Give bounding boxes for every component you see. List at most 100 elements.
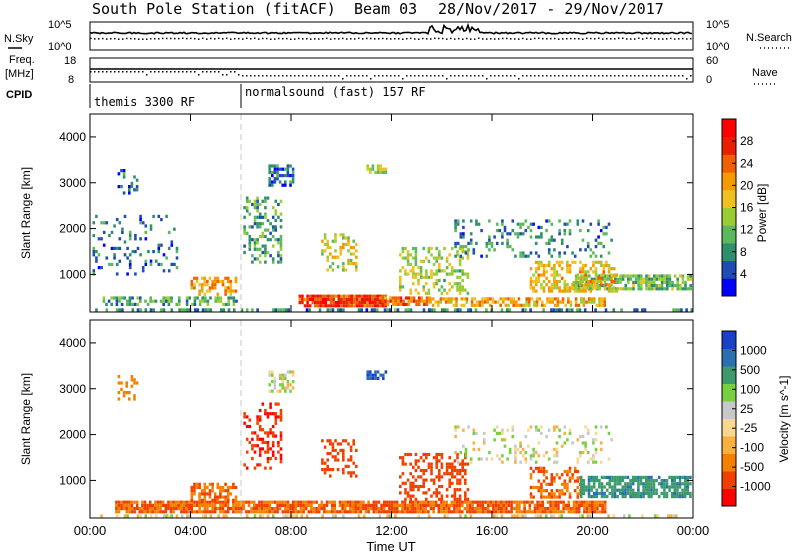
vel-cells-cell xyxy=(279,456,283,461)
vel-cells-cell xyxy=(533,507,537,511)
power-cells-cell xyxy=(529,267,533,271)
power-cells-cell xyxy=(258,254,262,258)
power-cells-cell xyxy=(563,279,567,284)
vel-cells-cell xyxy=(527,444,530,448)
vel-cells-cell xyxy=(291,503,295,507)
nave-dot xyxy=(622,75,624,77)
vel-cells-cell xyxy=(579,495,583,499)
vel-cells-cell xyxy=(274,412,278,416)
power-cells-cell xyxy=(308,304,312,308)
power-cells-cell xyxy=(514,254,517,258)
power-cells-cell xyxy=(128,191,131,195)
power-cells-cell xyxy=(217,296,220,300)
vel-cells-cell xyxy=(621,485,625,489)
nsearch-dot xyxy=(446,38,448,40)
power-cells-cell xyxy=(200,283,204,287)
vel-cells-cell xyxy=(323,471,327,475)
power-cells-cell xyxy=(402,299,405,303)
vel-cells-cell xyxy=(125,384,128,388)
vel-cells-cell xyxy=(226,500,230,504)
power-cells-cell xyxy=(606,277,609,281)
vel-cells-cell xyxy=(596,503,599,507)
power-cells-cell xyxy=(399,269,402,273)
vel-cells-cell xyxy=(466,462,470,466)
vel-cells-cell xyxy=(347,471,350,475)
power-cells-cell xyxy=(521,251,525,255)
vel-cells-cell xyxy=(440,503,443,507)
power-cells-cell xyxy=(594,245,598,249)
power-cells-cell xyxy=(108,262,111,266)
beam-title: Beam 03 xyxy=(354,0,417,18)
vel-cells-cell xyxy=(553,495,556,499)
power-cells-cell xyxy=(534,276,538,280)
vel-cells-cell xyxy=(521,447,525,451)
power-cells-cell xyxy=(676,280,679,284)
power-cells-cell xyxy=(123,240,127,244)
power-cells-cell xyxy=(264,260,267,264)
vel-cells-cell xyxy=(588,507,591,511)
velocity-scatter-cells xyxy=(100,370,692,518)
vel-cells-cell xyxy=(248,424,252,429)
power-cells-cell xyxy=(597,279,600,284)
power-cells-cell xyxy=(291,177,295,181)
vel-cells-cell xyxy=(385,503,389,507)
nsearch-dot xyxy=(550,37,552,40)
power-cells-cell xyxy=(425,275,428,279)
power-cells-cell xyxy=(401,250,405,254)
power-cells-cell xyxy=(276,167,279,171)
nave-dot xyxy=(370,78,372,80)
power-cells-cell xyxy=(461,278,464,283)
vel-cells-cell xyxy=(429,500,433,504)
vel-cells-cell xyxy=(629,495,632,499)
vel-cells-cell xyxy=(537,469,541,474)
vel-cells-cell xyxy=(264,450,267,454)
power-cells-cell xyxy=(381,299,385,303)
vel-cells-cell xyxy=(453,503,456,507)
nave-dot xyxy=(142,71,144,73)
velocity-colorbar-swatch xyxy=(722,348,736,367)
power-cells-cell xyxy=(599,241,603,245)
power-cells-cell xyxy=(602,232,606,236)
power-cells-cell xyxy=(379,170,382,174)
power-cells-cell xyxy=(561,300,565,304)
power-cells-cell xyxy=(459,254,463,258)
vel-cells-cell xyxy=(592,457,595,461)
vel-cells-cell xyxy=(534,425,538,429)
nsearch-dot xyxy=(514,38,516,40)
nsky-line xyxy=(89,22,693,35)
vel-cells-cell xyxy=(570,510,573,514)
vel-cells-cell xyxy=(647,491,651,495)
vel-cells-cell xyxy=(628,514,631,518)
vel-cells-cell xyxy=(125,503,129,507)
vel-cells-cell xyxy=(226,485,230,490)
power-cells-cell xyxy=(584,283,587,287)
vel-cells-cell xyxy=(226,503,230,507)
vel-cells-cell xyxy=(425,468,428,473)
nsearch-dot xyxy=(582,38,584,40)
vel-cells-cell xyxy=(291,373,295,377)
vel-cells-cell xyxy=(508,447,512,451)
power-cells-cell xyxy=(277,238,280,242)
nave-dot xyxy=(102,71,104,73)
power-cells-cell xyxy=(464,245,468,249)
power-cells-cell xyxy=(537,260,541,264)
power-cells-cell xyxy=(581,279,585,284)
vel-cells-cell xyxy=(515,510,519,514)
power-cells-cell xyxy=(619,277,622,281)
power-cells-cell xyxy=(459,235,463,239)
power-cells-cell xyxy=(627,280,630,284)
power-cells-cell xyxy=(672,308,675,312)
vel-cells-cell xyxy=(652,491,656,495)
power-cells-cell xyxy=(477,222,481,226)
power-cells-cell xyxy=(429,297,432,301)
vel-cells-cell xyxy=(266,514,270,518)
power-cells-cell xyxy=(95,308,98,312)
power-cells-cell xyxy=(451,285,454,289)
nsearch-dot xyxy=(170,37,172,40)
vel-cells-cell xyxy=(375,507,378,511)
power-cells-cell xyxy=(264,254,267,258)
power-cells-cell xyxy=(410,296,413,300)
nave-dot xyxy=(402,78,404,80)
vel-cells-cell xyxy=(221,489,225,493)
vel-cells-cell xyxy=(505,503,508,507)
